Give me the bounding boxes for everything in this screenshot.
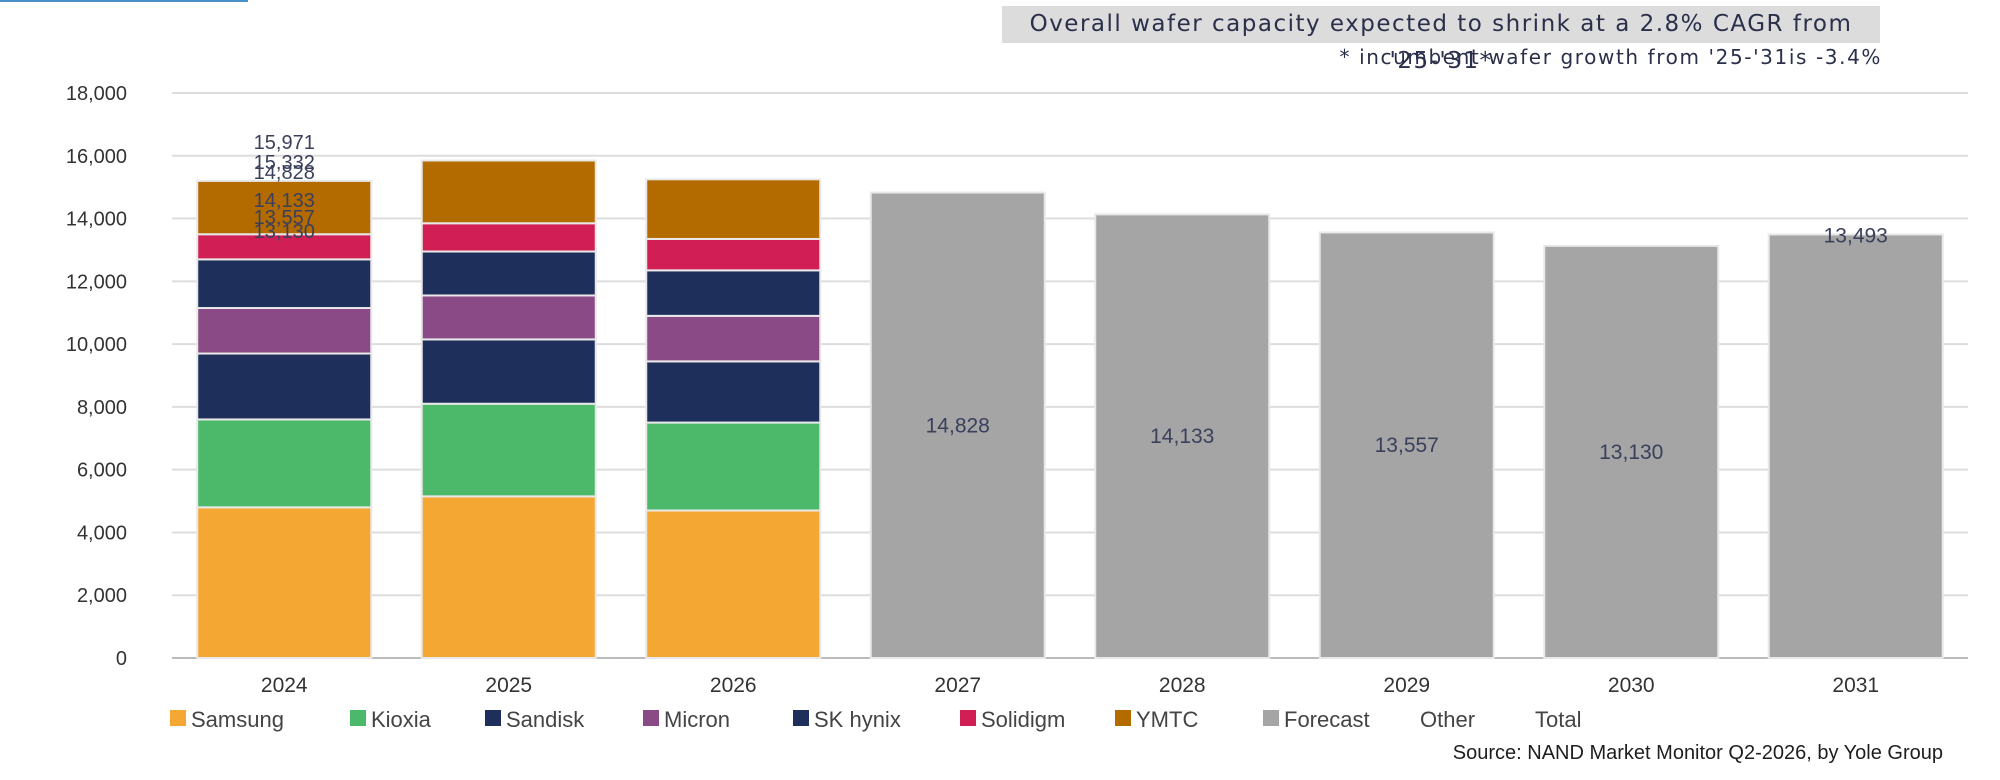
data-label-2024-overlap: 15,332 xyxy=(254,152,315,174)
legend-label-micron: Micron xyxy=(664,707,730,732)
bar-segment-sandisk-2026 xyxy=(645,360,822,424)
bar-segment-sk-hynix-2026 xyxy=(645,269,822,317)
data-label-2024-overlap: 13,130 xyxy=(254,221,315,243)
data-label-2024-overlap: 14,828 xyxy=(254,162,315,184)
legend-label-sandisk: Sandisk xyxy=(506,707,585,732)
top-accent-line xyxy=(0,0,248,2)
chart-headline: Overall wafer capacity expected to shrin… xyxy=(1002,6,1880,74)
y-tick-label: 8,000 xyxy=(77,397,127,419)
data-label-2028: 14,133 xyxy=(1150,425,1214,448)
bar-segment-sandisk-2024 xyxy=(196,352,373,421)
x-tick-label: 2030 xyxy=(1608,674,1655,697)
bar-layer xyxy=(196,159,1944,660)
chart-footnote: * incumbent wafer growth from '25-'31is … xyxy=(1339,45,1882,69)
bar-segment-solidigm-2026 xyxy=(645,237,822,272)
legend-label-total: Total xyxy=(1535,707,1581,732)
bar-segment-kioxia-2024 xyxy=(196,418,373,509)
data-label-2027: 14,828 xyxy=(926,414,990,437)
bar-segment-sk-hynix-2024 xyxy=(196,258,373,310)
bar-segment-forecast-2027 xyxy=(869,191,1046,659)
bar-segment-samsung-2025 xyxy=(420,495,597,659)
legend-label-forecast: Forecast xyxy=(1284,707,1370,732)
legend-label-kioxia: Kioxia xyxy=(371,707,432,732)
y-tick-label: 14,000 xyxy=(66,209,127,231)
bar-segment-micron-2024 xyxy=(196,307,373,355)
legend-swatch-solidigm xyxy=(960,710,976,726)
legend-label-sk-hynix: SK hynix xyxy=(814,707,901,732)
data-label-2024-overlap: 13,557 xyxy=(254,207,315,229)
bar-segment-kioxia-2025 xyxy=(420,402,597,498)
y-tick-label: 4,000 xyxy=(77,522,127,544)
y-axis: 0 2,000 4,000 6,000 8,000 10,000 12,000 14,000 1… xyxy=(66,83,127,670)
bar-segment-forecast-2028 xyxy=(1094,213,1271,659)
legend-swatch-micron xyxy=(643,710,659,726)
bar-segment-kioxia-2026 xyxy=(645,421,822,512)
legend-swatch-sk-hynix xyxy=(793,710,809,726)
data-label-2029: 13,557 xyxy=(1375,434,1439,457)
source-note: Source: NAND Market Monitor Q2-2026, by … xyxy=(1452,742,1943,764)
bar-segment-forecast-2031 xyxy=(1767,233,1944,659)
x-tick-label: 2025 xyxy=(485,674,532,697)
bar-segment-ymtc-2025 xyxy=(420,159,597,225)
bar-segment-ymtc-2026 xyxy=(645,178,822,240)
x-axis: 2024 2025 2026 2027 2028 2029 2030 2031 xyxy=(261,674,1879,697)
bar-segment-samsung-2024 xyxy=(196,506,373,660)
y-tick-label: 6,000 xyxy=(77,460,127,482)
y-tick-label: 18,000 xyxy=(66,83,127,105)
data-label-2030: 13,130 xyxy=(1599,441,1663,464)
y-tick-label: 0 xyxy=(116,648,127,670)
x-tick-label: 2028 xyxy=(1159,674,1206,697)
x-tick-label: 2026 xyxy=(710,674,757,697)
bar-segment-forecast-2029 xyxy=(1318,231,1495,659)
bar-segment-ymtc-2024 xyxy=(196,179,373,236)
y-tick-label: 16,000 xyxy=(66,146,127,168)
bar-segment-micron-2025 xyxy=(420,294,597,341)
bar-segment-micron-2026 xyxy=(645,314,822,363)
y-tick-label: 10,000 xyxy=(66,334,127,356)
y-tick-label: 12,000 xyxy=(66,271,127,293)
legend-swatch-kioxia xyxy=(350,710,366,726)
legend-swatch-forecast xyxy=(1263,710,1279,726)
data-label-2024-overlap: 14,133 xyxy=(254,190,315,212)
legend-swatch-sandisk xyxy=(485,710,501,726)
legend: Samsung Kioxia Sandisk Micron SK hynix Solidi… xyxy=(170,707,1581,732)
bar-segment-samsung-2026 xyxy=(645,509,822,659)
bar-segment-forecast-2030 xyxy=(1543,244,1720,659)
legend-swatch-samsung xyxy=(170,710,186,726)
x-tick-label: 2027 xyxy=(934,674,981,697)
bar-segment-sk-hynix-2025 xyxy=(420,250,597,297)
legend-label-samsung: Samsung xyxy=(191,707,284,732)
data-label-2024-overlap: 15,971 xyxy=(254,132,315,154)
x-tick-label: 2024 xyxy=(261,674,308,697)
x-tick-label: 2029 xyxy=(1383,674,1430,697)
x-tick-label: 2031 xyxy=(1832,674,1879,697)
bar-segment-sandisk-2025 xyxy=(420,338,597,405)
bar-segment-solidigm-2025 xyxy=(420,222,597,253)
legend-swatch-ymtc xyxy=(1115,710,1131,726)
legend-label-solidigm: Solidigm xyxy=(981,707,1065,732)
data-label-layer: 14,828 14,133 13,557 13,13013,49315,97115,3… xyxy=(254,132,1888,464)
y-tick-label: 2,000 xyxy=(77,585,127,607)
legend-label-ymtc: YMTC xyxy=(1136,707,1198,732)
legend-label-other: Other xyxy=(1420,707,1475,732)
data-label-2031: 13,493 xyxy=(1824,224,1888,247)
